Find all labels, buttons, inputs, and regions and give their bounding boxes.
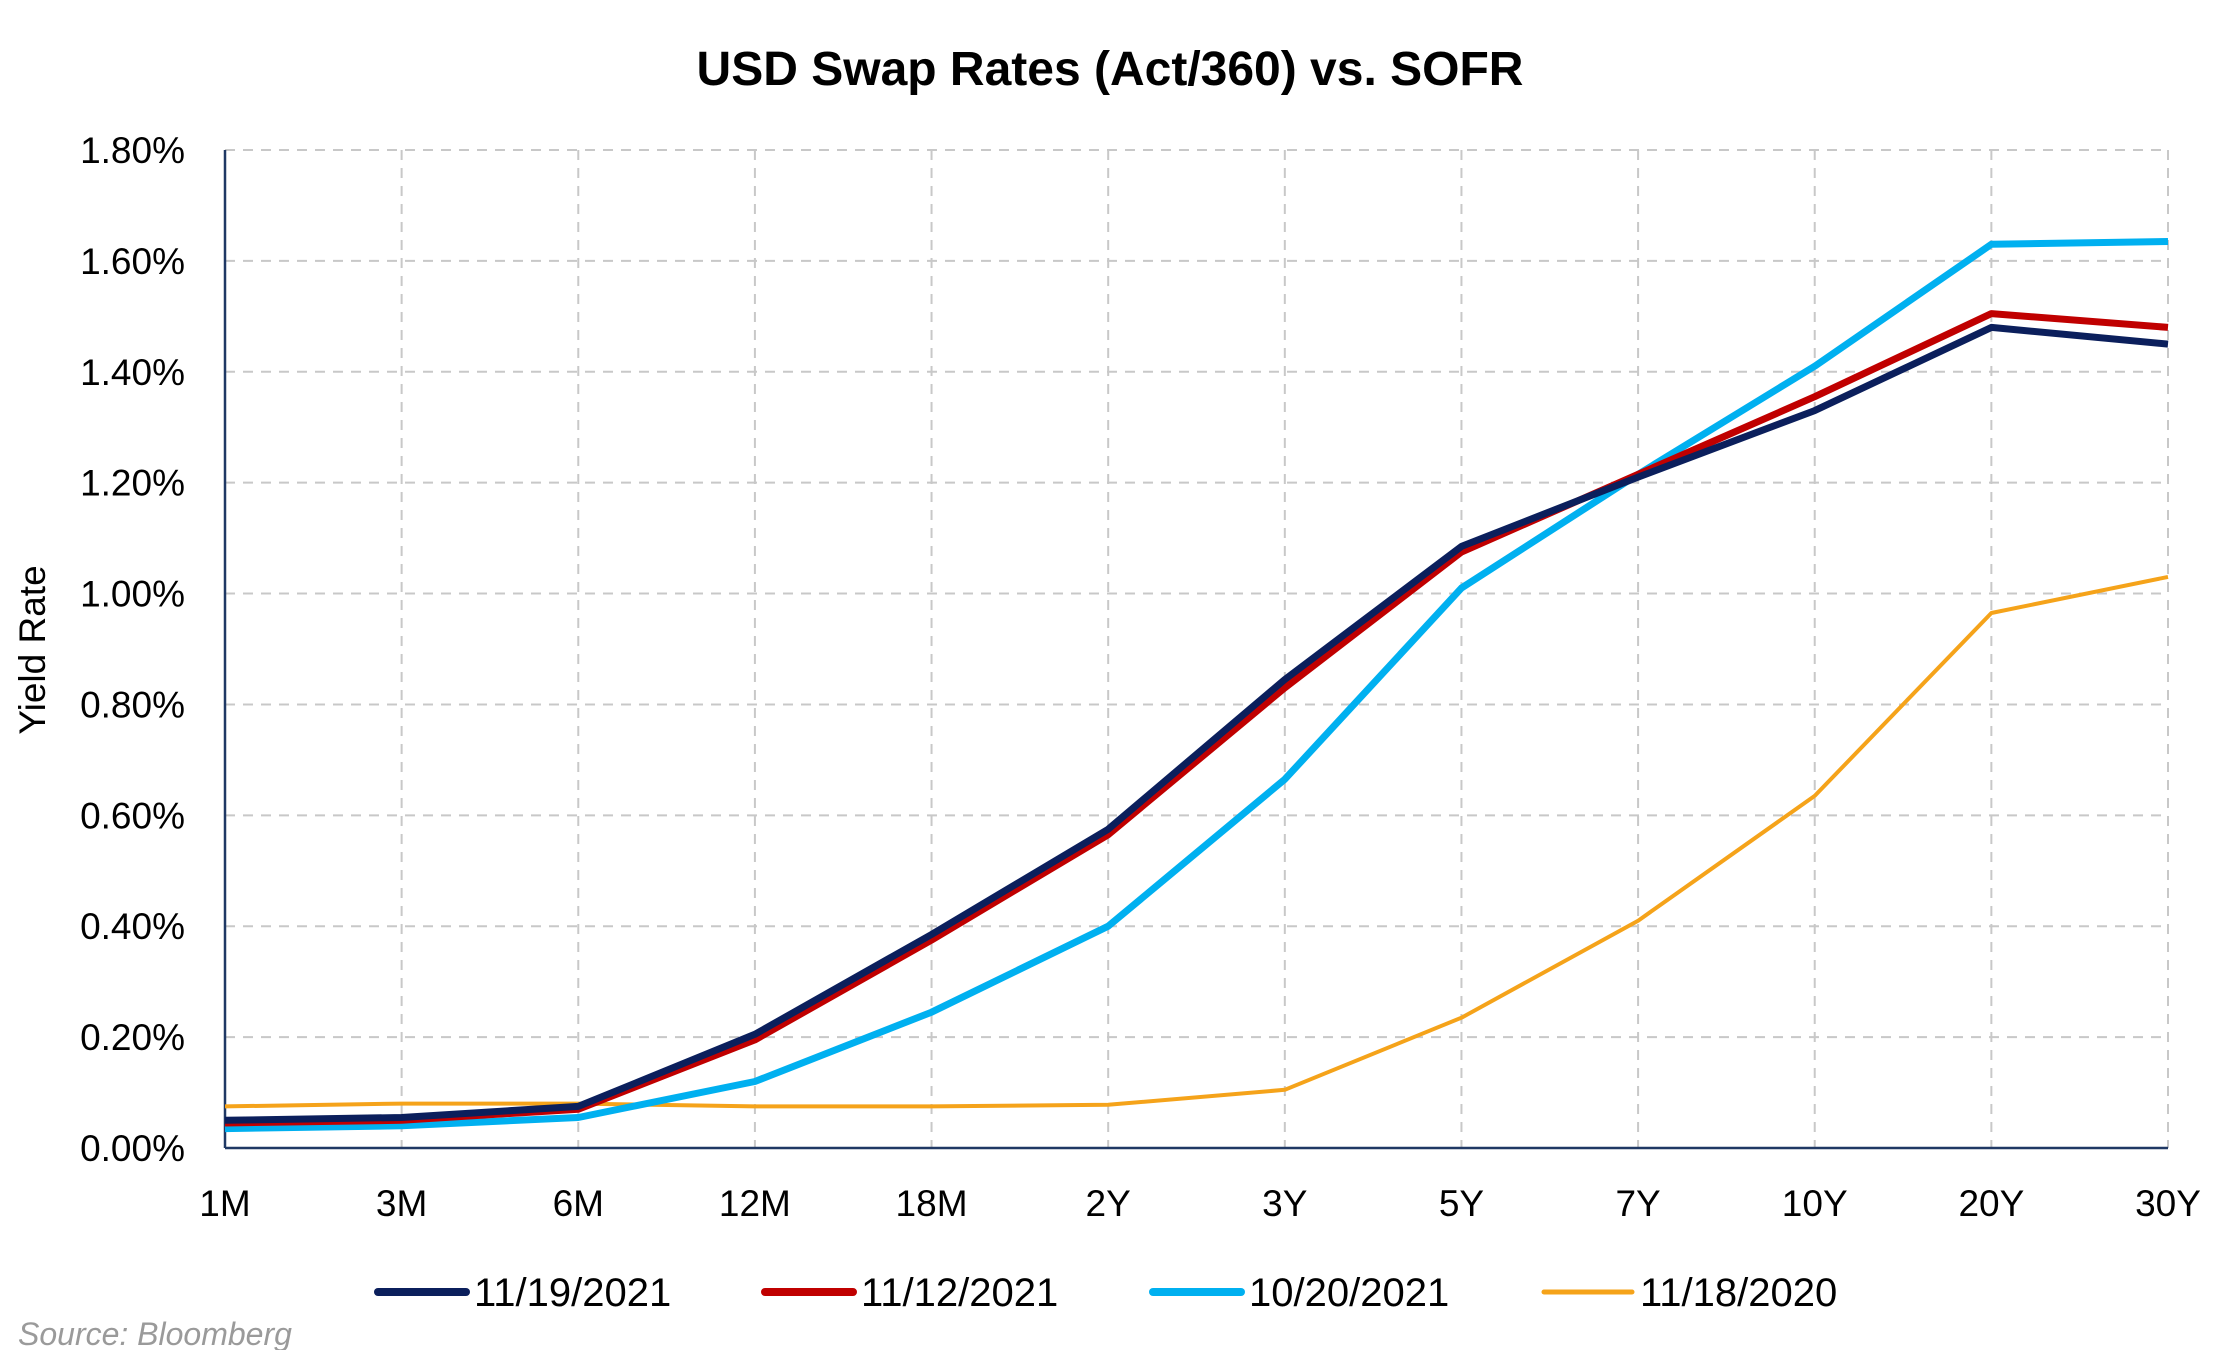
y-tick-label: 1.60% [80, 241, 185, 282]
legend: 11/19/2021 11/12/2021 10/20/2021 11/18/2020 [374, 1271, 1837, 1315]
legend-label-2: 11/12/2021 [861, 1271, 1058, 1315]
x-tick-label: 3M [376, 1183, 427, 1224]
legend-label-1: 11/19/2021 [474, 1271, 671, 1315]
y-tick-label: 1.20% [80, 463, 185, 504]
y-axis-title: Yield Rate [12, 565, 53, 734]
y-tick-label: 0.60% [80, 795, 185, 836]
series-lines [224, 238, 2169, 1133]
y-tick-label: 0.00% [80, 1128, 185, 1169]
x-tick-label: 20Y [1958, 1183, 2024, 1224]
y-tick-label: 0.20% [80, 1017, 185, 1058]
x-axis-ticks: 1M 3M 6M 12M 18M 2Y 3Y 5Y 7Y 10Y 20Y 30Y [199, 1183, 2201, 1224]
axes [223, 150, 2168, 1150]
x-tick-label: 12M [719, 1183, 791, 1224]
x-tick-label: 7Y [1615, 1183, 1660, 1224]
x-tick-label: 5Y [1439, 1183, 1484, 1224]
series-line-1 [224, 323, 2169, 1124]
x-tick-label: 1M [199, 1183, 250, 1224]
x-tick-label: 3Y [1262, 1183, 1307, 1224]
y-tick-label: 1.80% [80, 130, 185, 171]
y-tick-label: 0.80% [80, 684, 185, 725]
x-tick-label: 2Y [1086, 1183, 1131, 1224]
x-tick-label: 30Y [2135, 1183, 2201, 1224]
series-line-2 [224, 310, 2169, 1127]
x-tick-label: 10Y [1782, 1183, 1848, 1224]
series-line-3 [224, 238, 2169, 1133]
y-tick-label: 1.40% [80, 352, 185, 393]
y-axis-ticks: 0.00% 0.20% 0.40% 0.60% 0.80% 1.00% 1.20% 1.40%… [80, 130, 185, 1169]
legend-label-3: 10/20/2021 [1249, 1271, 1449, 1315]
y-tick-label: 0.40% [80, 906, 185, 947]
series-line-4 [224, 574, 2169, 1109]
y-tick-label: 1.00% [80, 574, 185, 615]
x-tick-label: 18M [896, 1183, 968, 1224]
chart-title: USD Swap Rates (Act/360) vs. SOFR [697, 43, 1524, 96]
legend-label-4: 11/18/2020 [1640, 1271, 1837, 1315]
x-tick-label: 6M [553, 1183, 604, 1224]
gridlines [225, 149, 2169, 1148]
source-note: Source: Bloomberg [18, 1316, 292, 1350]
